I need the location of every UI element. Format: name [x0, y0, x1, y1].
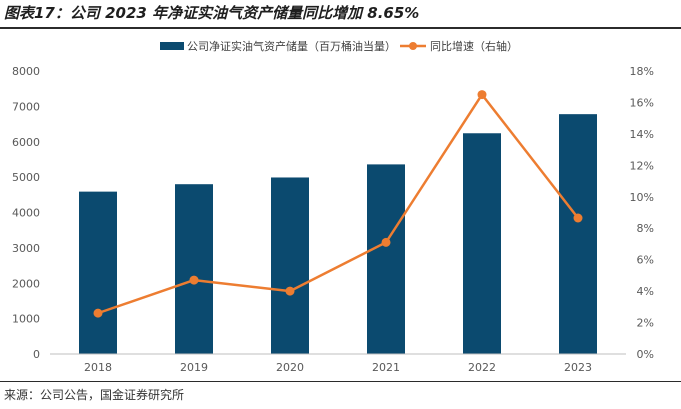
right-axis-tick-label: 2% [637, 317, 654, 330]
bar [175, 184, 213, 354]
left-axis-tick-label: 7000 [12, 100, 40, 113]
right-axis-tick-label: 10% [630, 191, 654, 204]
x-axis-tick-label: 2018 [84, 361, 112, 374]
growth-line [97, 93, 579, 315]
left-axis-tick-label: 2000 [12, 277, 40, 290]
x-axis-tick-label: 2023 [564, 361, 592, 374]
chart-title: 图表17：公司 2023 年净证实油气资产储量同比增加 8.65% [4, 4, 420, 22]
left-axis-tick-label: 0 [33, 348, 40, 361]
title-divider [0, 27, 681, 29]
legend-bar-swatch [160, 42, 184, 50]
right-axis-tick-label: 4% [637, 285, 654, 298]
left-axis-tick-label: 5000 [12, 171, 40, 184]
line-series [93, 90, 583, 318]
right-axis-tick-label: 14% [630, 128, 654, 141]
bar-series [79, 114, 597, 354]
x-axis-tick-label: 2020 [276, 361, 304, 374]
x-axis-tick-label: 2022 [468, 361, 496, 374]
source-note: 来源：公司公告，国金证券研究所 [4, 388, 185, 402]
right-axis-tick-label: 6% [637, 254, 654, 267]
growth-point [189, 275, 199, 285]
x-axis-tick-label: 2019 [180, 361, 208, 374]
bar [559, 114, 597, 354]
left-axis-tick-label: 4000 [12, 207, 40, 220]
bar [367, 164, 405, 354]
legend-line-label: 同比增速（右轴） [430, 39, 518, 53]
growth-point [93, 308, 103, 318]
legend-bar-label: 公司净证实油气资产储量（百万桶油当量） [187, 39, 396, 53]
left-axis-ticks: 0 1000 2000 3000 4000 5000 6000 7000 8000 [12, 65, 40, 361]
chart-area: 公司净证实油气资产储量（百万桶油当量） 同比增速（右轴） 0 1000 2000 300… [12, 39, 654, 374]
legend-line-marker [409, 42, 417, 50]
left-axis-tick-label: 3000 [12, 242, 40, 255]
right-axis-tick-label: 8% [637, 222, 654, 235]
right-axis-tick-label: 12% [630, 159, 654, 172]
left-axis-tick-label: 6000 [12, 136, 40, 149]
right-axis-ticks: 0% 2% 4% 6% 8% 10% 12% 14% 16% 18% [630, 65, 654, 361]
growth-point [573, 213, 583, 223]
legend: 公司净证实油气资产储量（百万桶油当量） 同比增速（右轴） [160, 39, 518, 53]
bar [463, 133, 501, 354]
right-axis-tick-label: 18% [630, 65, 654, 78]
x-axis-ticks: 2018 2019 2020 2021 2022 2023 [84, 361, 592, 374]
right-axis-tick-label: 16% [630, 96, 654, 109]
growth-point [285, 286, 295, 296]
left-axis-tick-label: 1000 [12, 313, 40, 326]
x-axis-tick-label: 2021 [372, 361, 400, 374]
footer-divider [0, 381, 681, 382]
growth-point [381, 237, 391, 247]
bar [271, 177, 309, 354]
left-axis-tick-label: 8000 [12, 65, 40, 78]
growth-point [477, 90, 487, 100]
bar [79, 191, 117, 354]
right-axis-tick-label: 0% [637, 348, 654, 361]
